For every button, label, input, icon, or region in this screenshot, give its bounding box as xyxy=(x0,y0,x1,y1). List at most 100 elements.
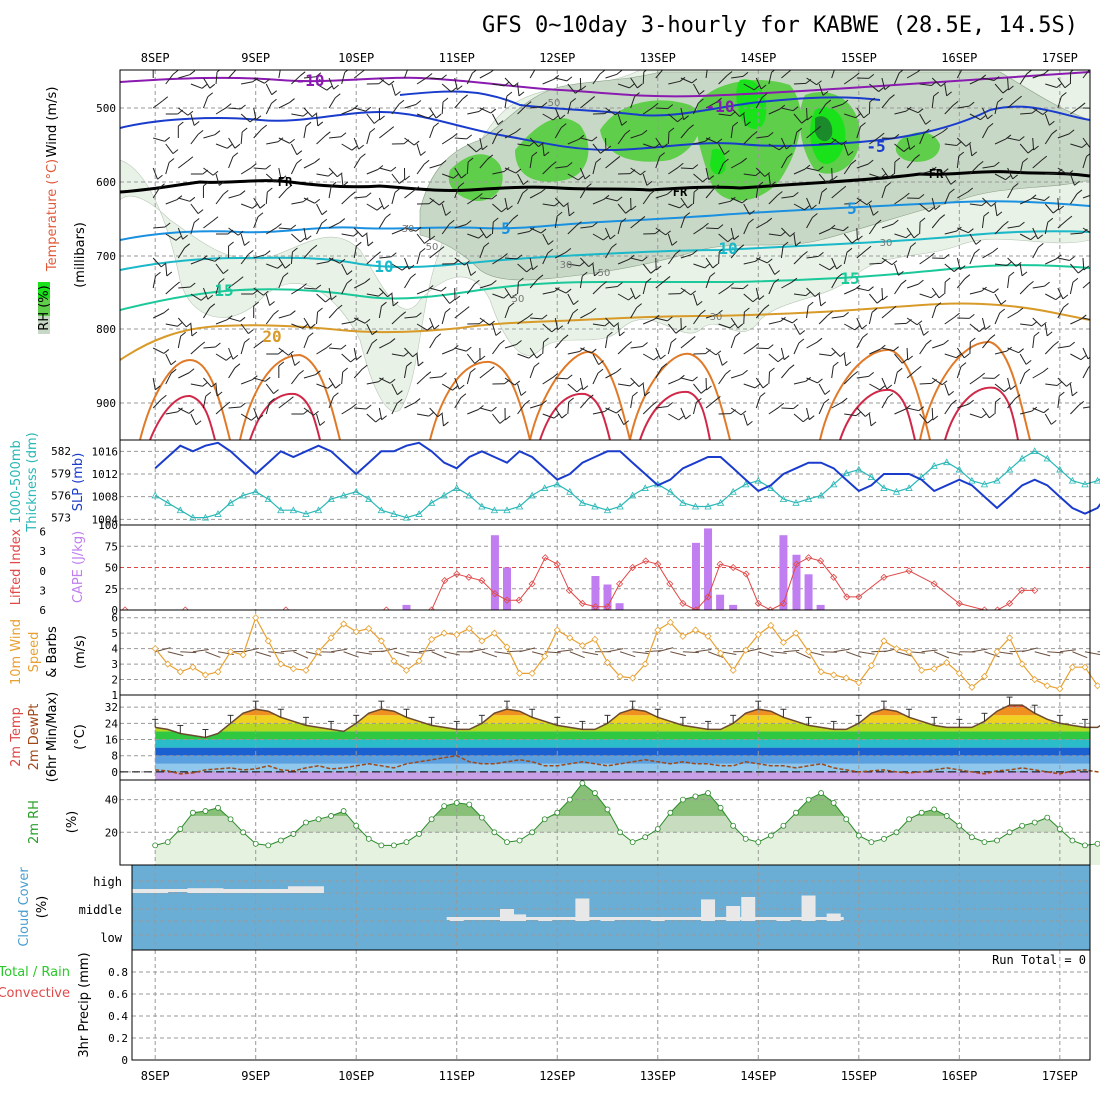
wind-barb-flag xyxy=(425,371,432,377)
wind-barb xyxy=(768,353,779,363)
wind-barb-flag xyxy=(538,142,544,148)
wind-barb xyxy=(931,306,937,319)
cloud-middle-strip xyxy=(446,917,844,920)
wind-barb xyxy=(655,280,666,289)
temp-tick-label: 16 xyxy=(105,734,118,747)
isotherm-minus5 xyxy=(120,105,1090,152)
wind-barb xyxy=(416,233,425,244)
wind-barb xyxy=(492,203,502,213)
wind-barb-flag xyxy=(724,150,730,155)
wind-barb xyxy=(831,167,833,181)
wind-barb xyxy=(894,408,906,415)
wind-barb-flag xyxy=(336,304,343,310)
wind-barb xyxy=(755,396,761,409)
wind-barb-flag xyxy=(841,140,847,146)
wind-barb xyxy=(366,203,378,211)
wind-barb-flag xyxy=(406,361,412,367)
wind-barb xyxy=(278,137,290,144)
wind-barb xyxy=(655,107,668,110)
wind-barb xyxy=(341,173,344,186)
wind-barb-flag xyxy=(497,120,504,125)
wind-barb xyxy=(504,218,514,229)
wind-barb-flag xyxy=(201,255,208,261)
wind-barb-flag xyxy=(188,409,195,414)
wind-barb xyxy=(328,287,332,300)
wind-barb xyxy=(705,101,717,109)
wind-barb xyxy=(655,137,663,149)
wind-barb xyxy=(1019,143,1029,154)
wind-barb xyxy=(592,323,605,327)
wind-barb xyxy=(379,342,391,349)
wind-barb xyxy=(429,317,435,330)
wind-speed-point xyxy=(767,621,775,630)
wind-barb xyxy=(165,143,174,154)
wind-barb xyxy=(416,113,429,119)
cape-bar xyxy=(716,594,725,610)
wind-barb-flag xyxy=(1055,295,1062,301)
wind-barb-flag xyxy=(381,415,387,421)
thickness-point xyxy=(390,510,398,517)
wind-barb xyxy=(894,110,907,115)
wind-barb xyxy=(680,377,693,382)
wind-barb-flag xyxy=(292,247,298,253)
wind-barb-flag xyxy=(951,399,957,405)
ylabel-10m-wind: 10m Wind xyxy=(9,619,24,685)
wind-barb-flag xyxy=(830,351,837,357)
wind-barb xyxy=(931,131,943,139)
wind-barb xyxy=(165,373,172,385)
wind-barb-flag xyxy=(755,171,761,177)
wind-barb-flag xyxy=(1056,381,1063,386)
wind-speed-point xyxy=(779,638,787,647)
wind-barb-flag xyxy=(607,331,613,337)
wind-barb-flag xyxy=(1061,92,1067,97)
wind-barb xyxy=(241,81,254,85)
wind-barb xyxy=(919,293,932,299)
rh-point xyxy=(152,842,159,849)
wind-speed-point xyxy=(151,645,159,653)
rh-point xyxy=(943,813,950,819)
wind-barb-flag xyxy=(829,265,835,271)
wind-barb xyxy=(630,133,643,139)
wind-barb xyxy=(944,192,950,205)
wind-barb-flag xyxy=(802,417,809,423)
wind-barb-flag xyxy=(952,100,959,106)
wind-barb-flag xyxy=(761,93,768,98)
wind-barb xyxy=(818,293,822,306)
wind-barb-flag xyxy=(452,385,458,391)
wind-barb xyxy=(718,162,724,175)
wind-barb-flag xyxy=(677,162,684,168)
wind-barb-flag xyxy=(1050,420,1057,425)
wind-barb xyxy=(592,353,600,365)
wind-barb xyxy=(491,132,498,145)
wind-barb-flag xyxy=(460,173,467,179)
wind-barb xyxy=(642,263,652,274)
wind-barb xyxy=(705,313,718,319)
wind-barb xyxy=(303,197,315,204)
wind-barb-flag xyxy=(395,91,401,96)
wind-barb-flag xyxy=(476,147,482,153)
wind-barb-flag xyxy=(759,392,766,398)
wind-barb-flag xyxy=(712,263,719,269)
wind-barb-flag xyxy=(685,414,691,420)
rh-point xyxy=(592,790,598,796)
thickness-point xyxy=(754,476,762,484)
wind-barb-flag xyxy=(356,355,362,361)
wind-barb-flag xyxy=(466,134,473,140)
dewpoint-line xyxy=(155,754,1100,775)
wind-barb-flag xyxy=(889,94,895,100)
wind-barb xyxy=(843,252,848,265)
wind-barb xyxy=(756,221,768,229)
wind-barb xyxy=(793,323,801,335)
wind-barb-flag xyxy=(576,387,583,393)
wind-speed-point xyxy=(239,651,247,659)
wind-barb xyxy=(881,257,893,266)
wind-barb xyxy=(856,317,863,330)
wind-barb xyxy=(203,220,214,229)
wind-barb-flag xyxy=(1037,234,1044,240)
wind-barb xyxy=(1044,413,1052,425)
wind-barb-10m xyxy=(984,651,1000,658)
wind-barb-flag xyxy=(1047,217,1054,223)
wind-barb-flag xyxy=(994,374,1000,379)
wind-barb xyxy=(341,407,353,415)
wind-barb-flag xyxy=(938,293,945,299)
